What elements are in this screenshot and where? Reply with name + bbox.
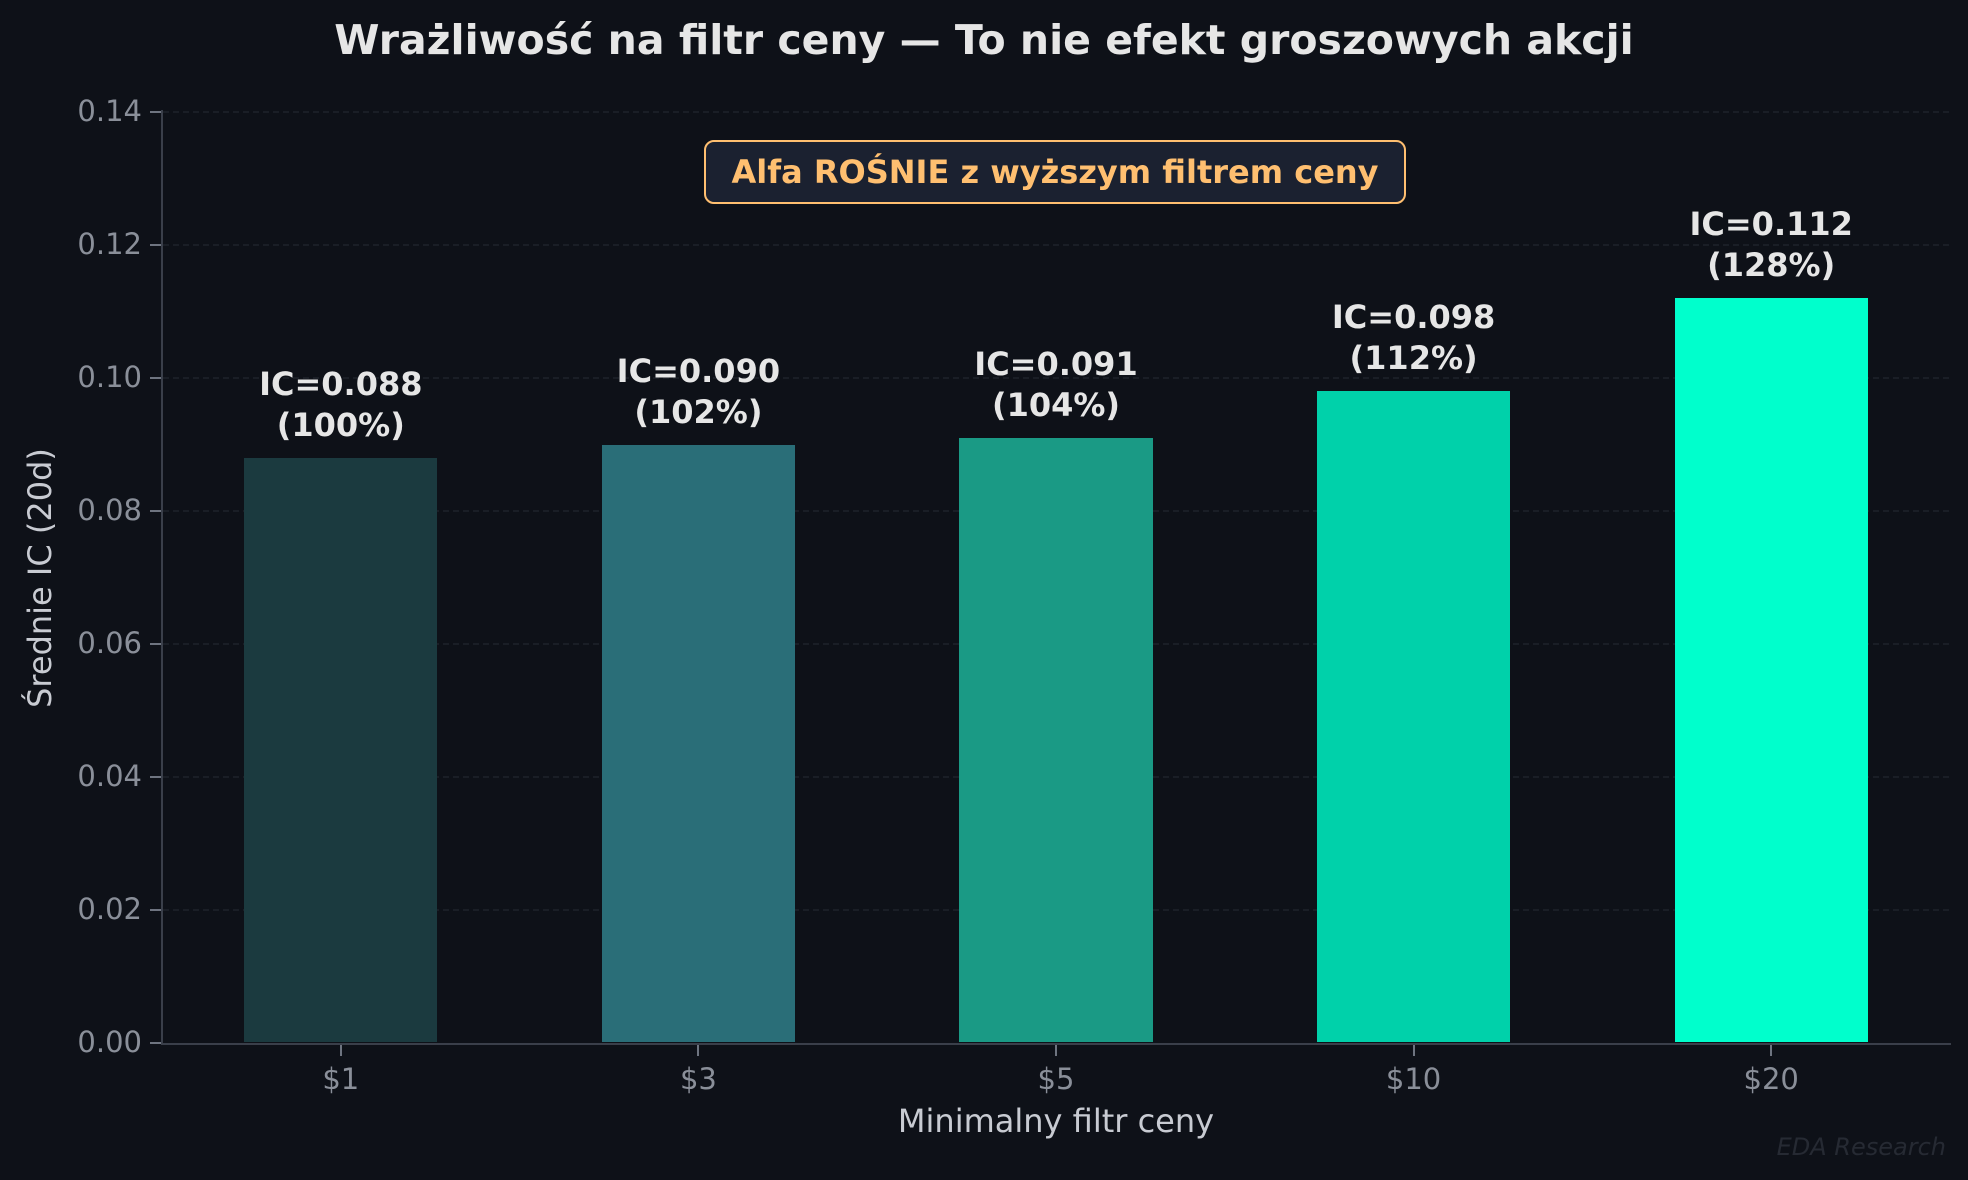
x-tick-label: $3 [679, 1062, 717, 1096]
y-tick-label: 0.04 [77, 759, 142, 793]
x-tick-mark [697, 1045, 700, 1056]
bar [959, 437, 1153, 1042]
bar [1317, 391, 1511, 1042]
x-tick-mark [339, 1045, 342, 1056]
y-axis-title: Średnie IC (20d) [21, 448, 59, 708]
bar-value-label: IC=0.090 (102%) [568, 351, 828, 433]
bar [1674, 298, 1868, 1042]
y-tick-mark [150, 909, 161, 911]
bar-value-label: IC=0.112 (128%) [1641, 204, 1901, 286]
ic-value: IC=0.091 [974, 344, 1138, 383]
x-tick-label: $5 [1037, 1062, 1075, 1096]
y-tick-label: 0.12 [77, 227, 142, 261]
x-tick-label: $10 [1385, 1062, 1442, 1096]
y-tick-label: 0.10 [77, 360, 142, 394]
y-tick-label: 0.08 [77, 493, 142, 527]
y-tick-mark [150, 377, 161, 379]
relative-pct: (104%) [991, 385, 1121, 424]
bar-value-label: IC=0.098 (112%) [1284, 297, 1544, 379]
relative-pct: (112%) [1349, 339, 1478, 378]
relative-pct: (100%) [276, 405, 405, 444]
ic-value: IC=0.112 [1689, 205, 1853, 244]
chart-title: Wrażliwość na filtr ceny — To nie efekt … [334, 16, 1634, 64]
gridline [163, 244, 1949, 246]
gridline [163, 111, 1949, 113]
ic-value: IC=0.090 [616, 351, 781, 390]
y-tick-mark [150, 776, 161, 778]
y-tick-label: 0.06 [77, 626, 142, 660]
x-axis-line [161, 1043, 1951, 1045]
y-tick-label: 0.00 [77, 1025, 142, 1059]
y-tick-mark [150, 510, 161, 512]
bar-value-label: IC=0.091 (104%) [926, 344, 1186, 426]
y-tick-label: 0.02 [77, 892, 142, 926]
bar-value-label: IC=0.088 (100%) [211, 364, 471, 446]
relative-pct: (102%) [634, 392, 763, 431]
watermark: EDA Research [1776, 1133, 1946, 1161]
x-axis-title: Minimalny filtr ceny [897, 1102, 1215, 1140]
relative-pct: (128%) [1707, 246, 1836, 285]
y-axis-line [161, 110, 163, 1045]
ic-value: IC=0.098 [1331, 298, 1496, 337]
y-tick-mark [150, 111, 161, 113]
annotation-box: Alfa ROŚNIE z wyższym filtrem ceny [704, 140, 1406, 204]
x-tick-mark [1412, 1045, 1415, 1056]
y-tick-mark [150, 1042, 161, 1044]
x-tick-mark [1055, 1045, 1057, 1056]
x-tick-label: $1 [322, 1062, 360, 1096]
gridline [163, 377, 1949, 379]
ic-value: IC=0.088 [259, 364, 423, 403]
x-tick-label: $20 [1743, 1062, 1799, 1096]
y-tick-mark [150, 244, 161, 246]
bar [601, 444, 795, 1042]
y-tick-label: 0.14 [77, 94, 142, 128]
x-tick-mark [1770, 1045, 1773, 1056]
y-tick-mark [150, 643, 161, 645]
bar [244, 457, 438, 1042]
